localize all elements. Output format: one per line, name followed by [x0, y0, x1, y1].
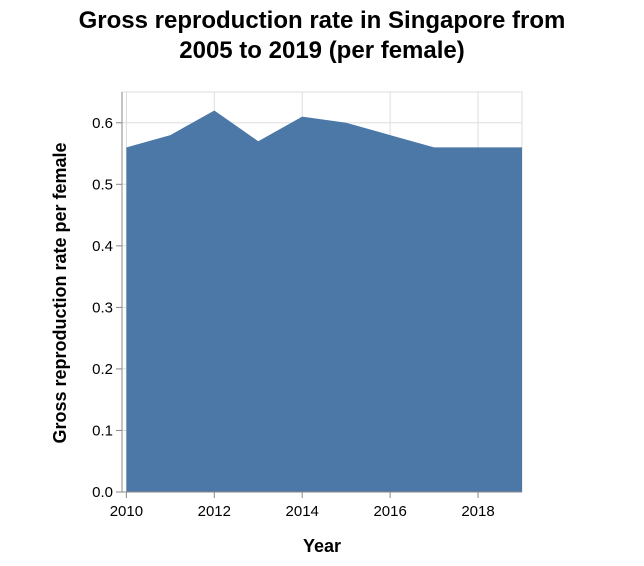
area-series: [126, 110, 523, 492]
axes: 0.0 0.1 0.2 0.3 0.4 0.5 0.6 2010 2012 2014 2016 201…: [92, 92, 522, 520]
y-tick-label: 0.6: [92, 115, 113, 132]
chart-title: Gross reproduction rate in Singapore fro…: [0, 6, 644, 66]
x-tick-label: 2018: [461, 503, 494, 520]
x-tick-label: 2014: [286, 503, 319, 520]
y-tick-label: 0.4: [92, 238, 113, 255]
x-axis-title: Year: [303, 536, 341, 556]
chart-title-line-1: Gross reproduction rate in Singapore fro…: [78, 7, 566, 34]
y-tick-label: 0.0: [92, 484, 113, 501]
y-tick-label: 0.2: [92, 361, 113, 378]
x-tick-label: 2012: [198, 503, 231, 520]
x-tick-label: 2010: [110, 503, 143, 520]
y-tick-label: 0.5: [92, 176, 113, 193]
y-tick-label: 0.1: [92, 422, 113, 439]
chart-title-line-2: 2005 to 2019 (per female): [179, 37, 465, 64]
y-axis-title: Gross reproduction rate per female: [50, 142, 70, 443]
y-tick-label: 0.3: [92, 299, 113, 316]
x-tick-label: 2016: [373, 503, 406, 520]
